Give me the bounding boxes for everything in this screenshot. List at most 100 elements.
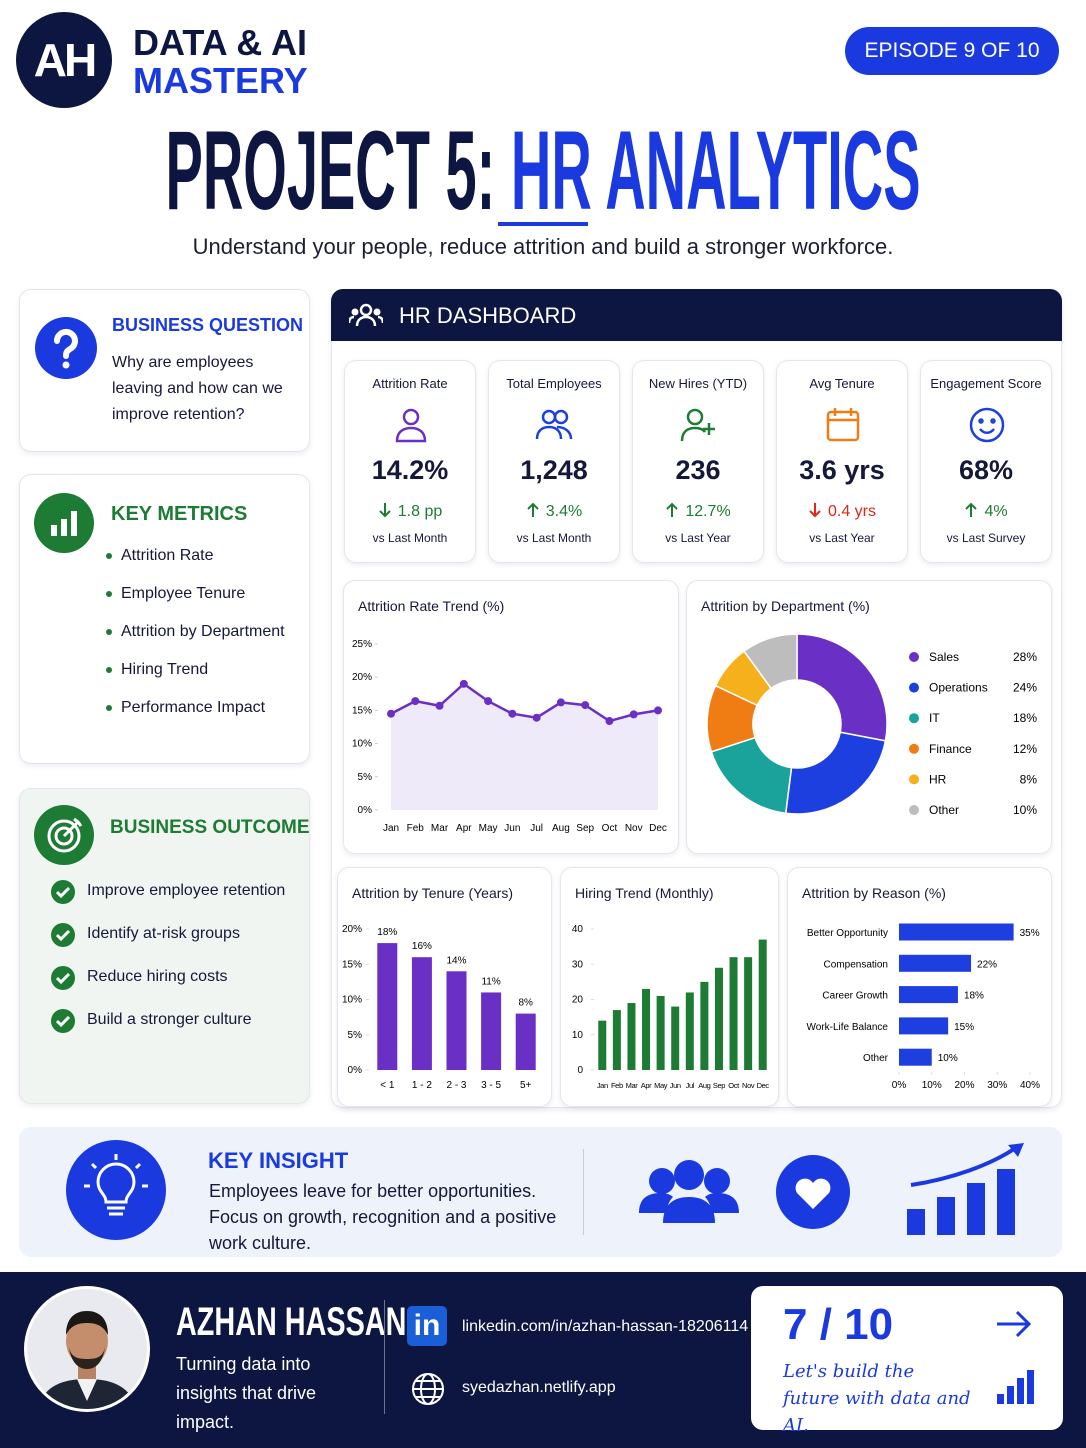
bar <box>700 981 709 1070</box>
metric-item: Employee Tenure <box>121 585 246 602</box>
outcome-item: Build a stronger culture <box>87 1011 252 1028</box>
x-tick-label: 10% <box>922 1080 942 1091</box>
kpi-change: 1.8 pp <box>345 502 475 521</box>
x-tick-label: 3 - 5 <box>481 1080 501 1091</box>
profile-photo <box>24 1286 150 1412</box>
kpi-label: Attrition Rate <box>372 376 448 391</box>
kpi-compare: vs Last Month <box>372 531 448 545</box>
outcome-item: Improve employee retention <box>87 882 286 899</box>
subtitle: Understand your people, reduce attrition… <box>192 234 894 259</box>
x-tick-label: Sep <box>713 1081 725 1090</box>
slice <box>710 736 793 815</box>
y-tick-label: 10 <box>572 1030 584 1041</box>
point <box>629 710 638 719</box>
episode-pill: EPISODE 9 OF 10 <box>845 27 1059 75</box>
arrow <box>527 502 539 517</box>
brand-line: MASTERY <box>133 60 308 101</box>
metric-item: Performance Impact <box>121 699 266 716</box>
y-tick-label: 20% <box>352 672 372 683</box>
progress: 7 / 10 <box>783 1300 894 1349</box>
check <box>55 886 71 899</box>
cta: Let's build the future with data and AI. <box>783 1361 971 1436</box>
area <box>391 683 658 810</box>
bar <box>377 943 398 1070</box>
chart-card: Attrition by Tenure (Years) 0% 5% 10% 15% 20%… <box>337 867 552 1107</box>
kpi-change: 0.4 yrs <box>777 502 907 521</box>
x-tick-label: Jan <box>597 1081 608 1090</box>
kpi-value: 68% <box>958 455 1014 485</box>
y-tick-label: 10% <box>352 739 372 750</box>
x-tick-label: Aug <box>698 1081 710 1090</box>
kpi-label: New Hires (YTD) <box>648 376 748 391</box>
legend-dot <box>909 805 919 815</box>
legend-value: 12% <box>1013 742 1037 756</box>
insight-band: KEY INSIGHT Employees leave for better o… <box>19 1127 1062 1257</box>
point <box>484 697 493 706</box>
website-link[interactable]: syedazhan.netlify.app <box>462 1379 616 1396</box>
x-tick-label: 20% <box>954 1080 974 1091</box>
chart-card: Attrition by Department (%) Sales 28% Opera… <box>686 580 1052 854</box>
x-tick-label: Nov <box>625 823 643 834</box>
metrics-card: KEY METRICS Attrition Rate Employee Tenur… <box>19 474 310 764</box>
point <box>605 717 614 726</box>
cta-icons <box>997 1310 1034 1404</box>
value-label: 14% <box>446 955 466 966</box>
x-tick-label: Oct <box>728 1081 740 1090</box>
bulb-icon <box>66 1140 166 1240</box>
linkedin-link[interactable]: linkedin.com/in/azhan-hassan-18206114 <box>462 1318 749 1335</box>
x-tick-label: Feb <box>611 1081 623 1090</box>
x-tick-label: Jan <box>383 823 399 834</box>
bar <box>515 1013 536 1070</box>
title: PROJECT 5: HR ANALYTICS <box>165 106 920 235</box>
bar <box>598 1020 607 1070</box>
heading: KEY METRICS <box>111 503 248 525</box>
question-text: Why are employees leaving and how can we… <box>112 354 283 423</box>
y-tick-label: 5% <box>348 1030 363 1041</box>
value-label: 18% <box>964 991 984 1002</box>
x-tick-label: 40% <box>1020 1080 1040 1091</box>
bar <box>612 1010 621 1070</box>
x-tick-label: 30% <box>987 1080 1007 1091</box>
arrow <box>965 502 978 517</box>
value-label: 16% <box>412 941 432 952</box>
x-tick-label: 1 - 2 <box>412 1080 432 1091</box>
kpi-value: 236 <box>675 455 721 485</box>
bullet <box>106 667 112 673</box>
y-tick-label: 15% <box>342 959 362 970</box>
legend-value: 28% <box>1013 650 1037 664</box>
insight-icons <box>639 1143 1024 1235</box>
kpi-change: 12.7% <box>633 502 763 521</box>
divider <box>384 1300 385 1414</box>
bar <box>899 1048 932 1066</box>
footer: AZHAN HASSAN Turning data into insights … <box>0 1272 1086 1448</box>
point <box>508 709 517 718</box>
value-label: 15% <box>954 1022 974 1033</box>
dashboard-title: HR DASHBOARD <box>399 303 577 328</box>
check-icon <box>51 880 75 904</box>
x-tick-label: Mar <box>626 1081 639 1090</box>
kpi-value: 3.6 yrs <box>799 455 885 485</box>
chart-card: Attrition by Reason (%) 0% 10% 20% 30% 40% Bet… <box>787 867 1052 1107</box>
kpi-label: Avg Tenure <box>809 376 875 391</box>
trend-arrow <box>809 503 821 518</box>
y-tick-label: 0 <box>577 1065 583 1076</box>
chart-card: Attrition Rate Trend (%) 0% 5% 10% 15% 20% 25%… <box>343 580 679 854</box>
kpi-card: Engagement Score 68% 4% vs Last Survey <box>920 360 1052 563</box>
y-tick-label: 15% <box>352 705 372 716</box>
x-tick-label: Aug <box>552 823 570 834</box>
check <box>55 972 71 985</box>
kpi-icon <box>680 408 715 442</box>
bar <box>481 992 502 1070</box>
point <box>459 679 468 688</box>
chart-title: Attrition Rate Trend (%) <box>358 598 504 614</box>
x-tick-label: Sep <box>576 823 594 834</box>
chart: Hiring Trend (Monthly) 0 10 20 30 40 Jan Feb Mar… <box>572 885 770 1090</box>
point <box>532 713 541 722</box>
trend-arrow <box>965 502 978 517</box>
chart: Attrition by Department (%) Sales 28% Opera… <box>701 598 1037 817</box>
question-icon <box>35 317 97 379</box>
y-tick-label: 5% <box>358 772 373 783</box>
x-tick-label: Apr <box>456 823 472 834</box>
kpi-change-text: 0.4 yrs <box>827 503 876 520</box>
